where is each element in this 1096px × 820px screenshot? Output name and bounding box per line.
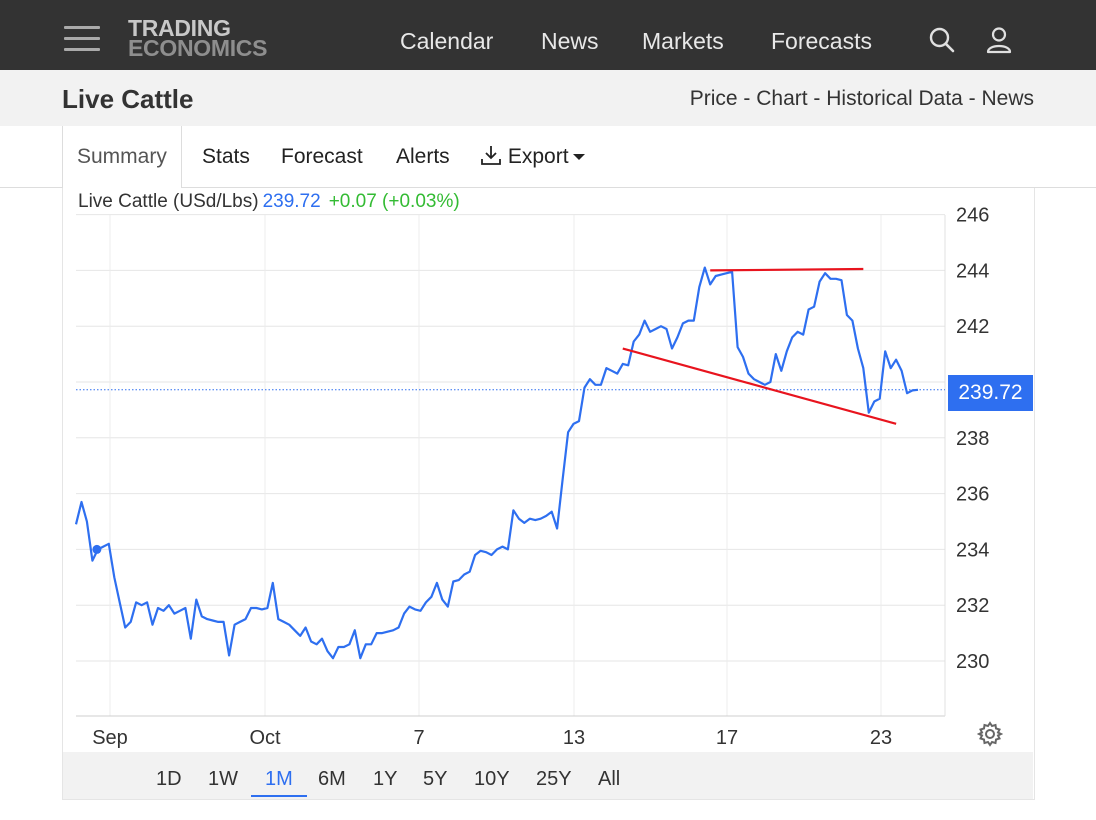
price-chart[interactable]: 230 232 234 236 238 242 244 246 Sep Oct 7 13 17 23 [0,0,1096,760]
chevron-down-icon [572,154,585,161]
x-tick-label: 7 [413,727,424,749]
hamburger-menu-icon[interactable] [64,26,100,52]
current-price-tag: 239.72 [948,375,1033,411]
price-series-line [74,266,919,660]
nav-link-markets[interactable]: Markets [642,28,724,54]
range-button-1d[interactable]: 1D [156,768,182,790]
chart-tabs: Summary Stats Forecast Alerts Export [0,126,1096,188]
tab-summary[interactable]: Summary [62,126,182,188]
tab-export[interactable]: Export [480,126,585,187]
legend-instrument-name: Live Cattle (USd/Lbs) [78,191,259,212]
trendline[interactable] [622,347,897,425]
range-button-1w[interactable]: 1W [208,768,238,790]
gear-icon[interactable] [977,721,1003,747]
section-link-historical-data[interactable]: Historical Data [826,87,963,110]
user-account-icon[interactable] [985,26,1013,54]
y-tick-label: 236 [956,484,989,506]
y-tick-label: 244 [956,260,989,282]
nav-link-forecasts[interactable]: Forecasts [771,28,872,54]
range-button-1y[interactable]: 1Y [373,768,398,790]
search-icon[interactable] [928,26,956,54]
legend-price: 239.72 [262,191,321,212]
range-button-10y[interactable]: 10Y [474,768,510,790]
y-tick-label: 230 [956,651,989,673]
section-separator: - [807,87,827,110]
tab-alerts[interactable]: Alerts [396,145,450,168]
y-tick-label: 238 [956,428,989,450]
y-tick-label: 234 [956,539,989,561]
nav-link-calendar[interactable]: Calendar [400,28,494,54]
range-button-6m[interactable]: 6M [318,768,346,790]
section-links: Price - Chart - Historical Data - News [690,87,1034,111]
range-button-5y[interactable]: 5Y [423,768,448,790]
export-label: Export [507,145,569,168]
legend-change: +0.07 (+0.03%) [328,191,460,212]
trendline[interactable] [710,267,864,272]
y-tick-label: 242 [956,316,989,338]
x-tick-label: Oct [249,727,281,749]
page-title: Live Cattle [62,84,194,114]
tab-stats[interactable]: Stats [202,145,250,168]
logo-text-bottom: ECONOMICS [128,35,268,61]
download-icon [481,146,501,165]
chart-legend: Live Cattle (USd/Lbs) 239.72 +0.07 (+0.03%… [78,191,464,213]
nav-link-news[interactable]: News [541,28,599,54]
range-button-25y[interactable]: 25Y [536,768,572,790]
range-button-all[interactable]: All [598,768,621,790]
range-button-1m[interactable]: 1M [251,768,307,797]
top-navbar: TRADING ECONOMICS Calendar News Markets … [0,0,1096,70]
time-range-bar: 1D 1W 1M 6M 1Y 5Y 10Y 25Y All [63,752,1033,799]
logo-text-top: TRADING [128,15,231,41]
section-link-chart[interactable]: Chart [756,87,808,110]
site-logo[interactable]: TRADING ECONOMICS [128,15,268,61]
y-tick-label: 246 [956,205,989,227]
section-separator: - [962,87,982,110]
section-link-price[interactable]: Price [689,87,738,110]
page-title-bar: Live Cattle Price - Chart - Historical D… [0,70,1096,127]
x-tick-label: Sep [92,727,128,749]
section-separator: - [737,87,757,110]
series-marker-point [92,544,102,554]
x-tick-label: 17 [716,727,738,749]
x-tick-label: 23 [870,727,892,749]
x-tick-label: 13 [563,727,585,749]
section-link-news[interactable]: News [981,87,1034,110]
y-tick-label: 232 [956,595,989,617]
tab-forecast[interactable]: Forecast [281,145,363,168]
